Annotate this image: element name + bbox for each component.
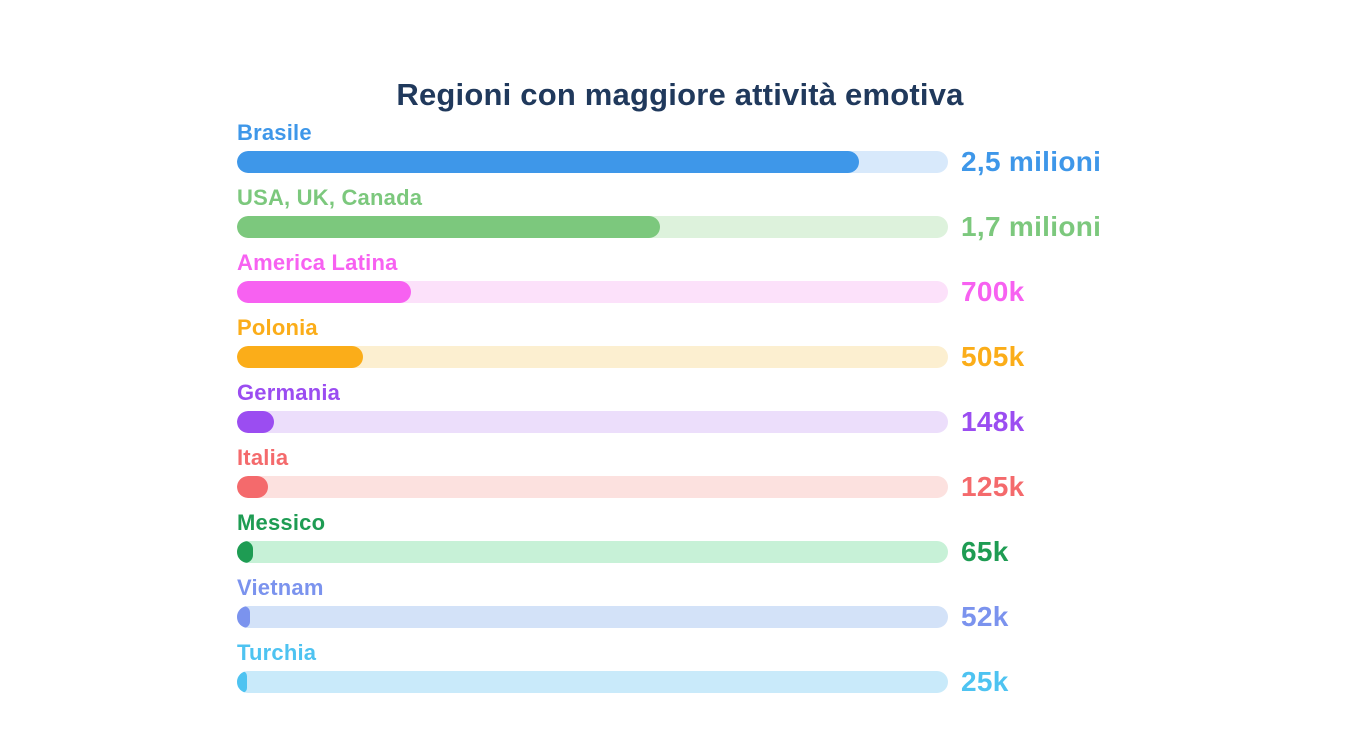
bar-line: 505k <box>237 341 1237 372</box>
bar-label: America Latina <box>237 250 398 275</box>
bar-fill <box>237 346 363 368</box>
bar-value: 505k <box>961 341 1025 372</box>
bar-line: 2,5 milioni <box>237 146 1237 177</box>
bar-value: 65k <box>961 536 1009 567</box>
bar-fill <box>237 216 660 238</box>
bar-label: Brasile <box>237 120 312 145</box>
bar-line: 52k <box>237 601 1237 632</box>
chart-row: Italia 125k <box>237 445 1237 510</box>
chart-title: Regioni con maggiore attività emotiva <box>396 76 964 112</box>
chart-row: Polonia 505k <box>237 315 1237 380</box>
bar-track <box>237 606 948 628</box>
bar-line: 25k <box>237 666 1237 697</box>
bar-label: Vietnam <box>237 575 324 600</box>
bar-track <box>237 541 948 563</box>
bar-label: Turchia <box>237 640 317 665</box>
bar-value: 25k <box>961 666 1009 697</box>
bar-track <box>237 411 948 433</box>
chart-row: Brasile 2,5 milioni <box>237 120 1237 185</box>
bar-value: 125k <box>961 471 1025 502</box>
chart-row: Messico 65k <box>237 510 1237 575</box>
bar-label: Messico <box>237 510 326 535</box>
bar-value: 148k <box>961 406 1025 437</box>
bar-fill <box>237 541 254 563</box>
bar-line: 1,7 milioni <box>237 211 1237 242</box>
bar-track <box>237 216 948 238</box>
bar-label: USA, UK, Canada <box>237 185 423 210</box>
bar-fill <box>237 671 247 693</box>
bar-label: Germania <box>237 380 341 405</box>
chart-row: America Latina 700k <box>237 250 1237 315</box>
bar-chart: Brasile 2,5 milioni USA, UK, Canada 1,7 … <box>237 120 1237 705</box>
bar-fill <box>237 411 274 433</box>
bar-track <box>237 476 948 498</box>
bar-line: 148k <box>237 406 1237 437</box>
bar-fill <box>237 476 269 498</box>
bar-fill <box>237 606 250 628</box>
bar-fill <box>237 281 412 303</box>
chart-row: USA, UK, Canada 1,7 milioni <box>237 185 1237 250</box>
bar-value: 2,5 milioni <box>961 146 1102 177</box>
bar-label: Polonia <box>237 315 318 340</box>
chart-row: Turchia 25k <box>237 640 1237 705</box>
chart-row: Germania 148k <box>237 380 1237 445</box>
bar-value: 52k <box>961 601 1009 632</box>
bar-track <box>237 281 948 303</box>
bar-fill <box>237 151 859 173</box>
bar-value: 1,7 milioni <box>961 211 1102 242</box>
bar-track <box>237 151 948 173</box>
bar-track <box>237 671 948 693</box>
bar-track <box>237 346 948 368</box>
bar-line: 700k <box>237 276 1237 307</box>
bar-line: 125k <box>237 471 1237 502</box>
bar-label: Italia <box>237 445 289 470</box>
bar-line: 65k <box>237 536 1237 567</box>
bar-value: 700k <box>961 276 1025 307</box>
chart-row: Vietnam 52k <box>237 575 1237 640</box>
